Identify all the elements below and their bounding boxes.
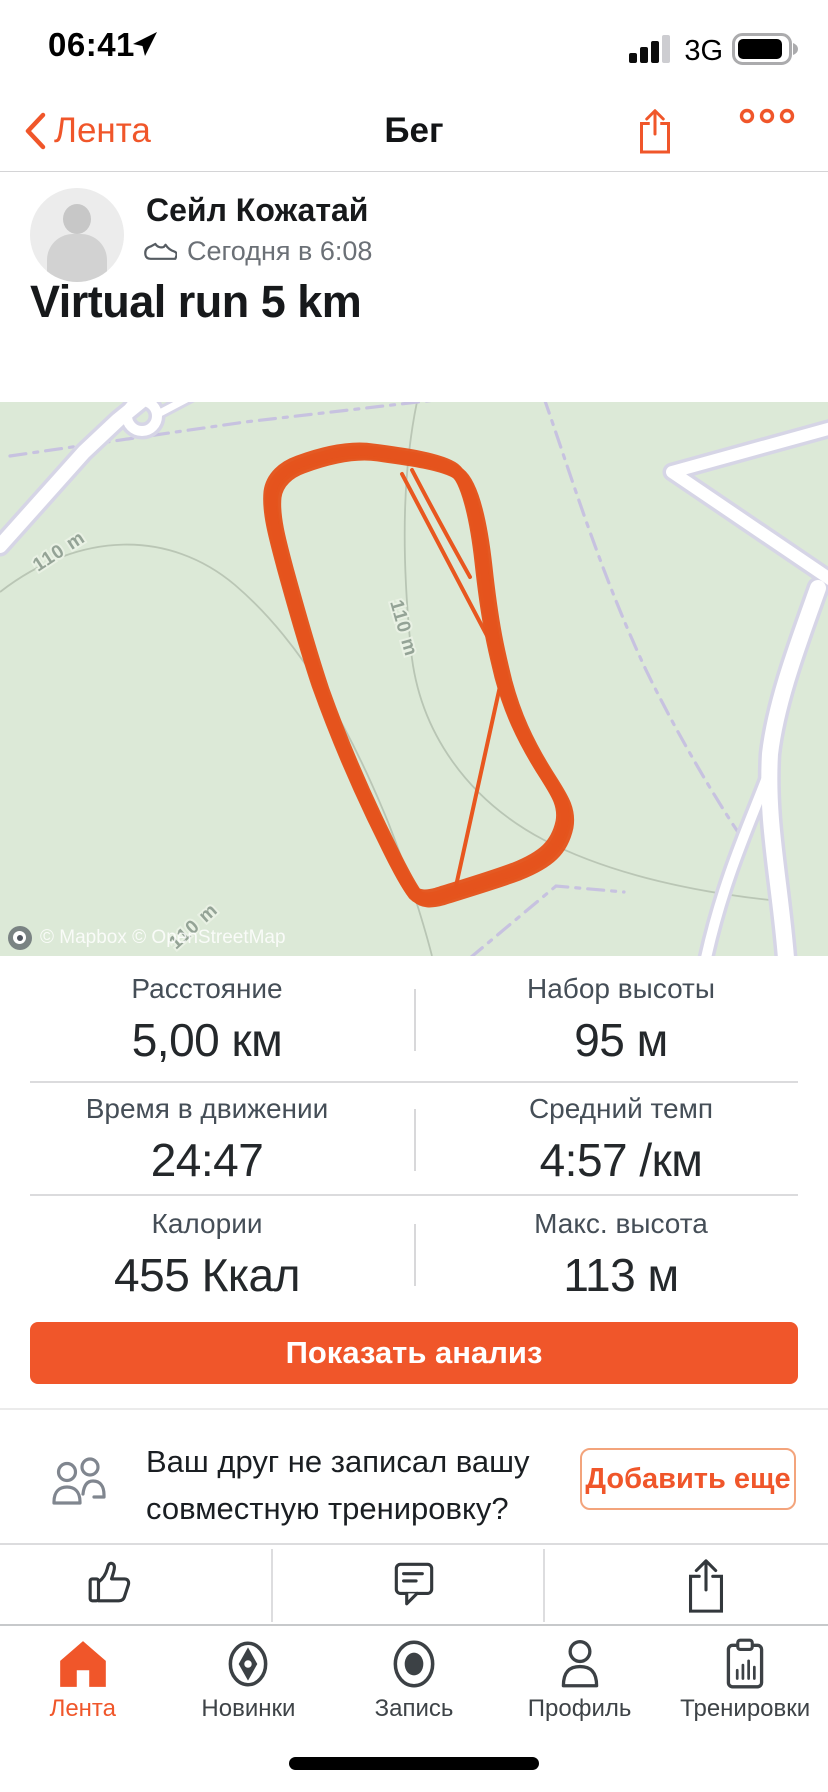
stats-row-3: Калории 455 Ккал Макс. высота 113 м (0, 1196, 828, 1314)
stats-row-2: Время в движении 24:47 Средний темп 4:57… (0, 1083, 828, 1196)
stat-elevation-gain: Набор высоты 95 м (527, 972, 715, 1066)
running-shoe-icon (144, 242, 177, 260)
mapbox-logo-icon[interactable] (8, 926, 32, 950)
battery-icon (732, 33, 798, 70)
tab-explore[interactable]: Новинки (166, 1626, 332, 1792)
comment-icon (394, 1562, 434, 1606)
add-more-button[interactable]: Добавить еще (580, 1448, 796, 1510)
nav-bar: Лента Бег (0, 90, 828, 172)
home-icon (59, 1641, 106, 1687)
tab-training[interactable]: Тренировки (662, 1626, 828, 1792)
location-arrow-icon (132, 31, 158, 62)
attribution-text[interactable]: © Mapbox © OpenStreetMap (40, 927, 286, 948)
group-people-icon (50, 1456, 110, 1517)
show-analysis-button[interactable]: Показать анализ (30, 1322, 798, 1384)
thumbs-up-icon (88, 1561, 131, 1603)
clock: 06:41 (48, 26, 135, 63)
stats-row-1: Расстояние 5,00 км Набор высоты 95 м (0, 956, 828, 1083)
chevron-left-icon (25, 112, 46, 150)
share-icon (688, 1559, 724, 1613)
roads (0, 402, 828, 956)
activity-meta: Сегодня в 6:08 (143, 236, 372, 267)
network-type: 3G (684, 35, 723, 67)
avatar[interactable] (30, 188, 124, 282)
share-icon (640, 109, 670, 154)
home-indicator[interactable] (289, 1757, 539, 1770)
stat-calories: Калории 455 Ккал (114, 1208, 300, 1301)
tab-feed[interactable]: Лента (0, 1626, 166, 1792)
action-separator (543, 1549, 545, 1622)
section-divider (0, 1408, 828, 1410)
map-canvas: 110 m 110 m 110 m (0, 402, 828, 956)
activity-title: Virtual run 5 km (30, 276, 362, 327)
signal-strength-icon (629, 35, 675, 68)
comment-button[interactable] (389, 1557, 439, 1614)
athlete-row: Сейл Кожатай Сегодня в 6:08 (0, 172, 828, 282)
kudos-button[interactable] (86, 1557, 136, 1612)
stat-distance: Расстояние 5,00 км (131, 972, 283, 1066)
stat-max-elevation: Макс. высота 113 м (534, 1208, 708, 1301)
compass-icon (228, 1641, 268, 1687)
ellipsis-icon (739, 108, 795, 124)
status-bar-right: 3G (629, 33, 798, 70)
gps-track (270, 449, 568, 901)
training-clipboard-icon (726, 1638, 764, 1689)
record-icon (393, 1640, 435, 1688)
row-divider (30, 1194, 798, 1196)
page-title: Бег (384, 111, 444, 150)
back-button[interactable]: Лента (24, 90, 151, 172)
stat-moving-time: Время в движении 24:47 (85, 1092, 329, 1186)
friend-prompt-text: Ваш друг не записал вашу совместную трен… (146, 1444, 530, 1526)
avatar-silhouette (63, 204, 91, 234)
route-map[interactable]: 110 m 110 m 110 m © Mapbox © OpenStreetM… (0, 402, 828, 956)
tab-record[interactable]: Запись (331, 1626, 497, 1792)
activity-timestamp: Сегодня в 6:08 (187, 236, 373, 266)
column-divider (414, 1224, 416, 1286)
share-activity-button[interactable] (682, 1557, 730, 1620)
share-button[interactable] (637, 106, 673, 161)
action-separator (271, 1549, 273, 1622)
more-options-button[interactable] (738, 106, 796, 131)
profile-icon (561, 1640, 598, 1688)
stats-grid: Расстояние 5,00 км Набор высоты 95 м Вре… (0, 956, 828, 1314)
column-divider (414, 1108, 416, 1171)
row-divider (30, 1081, 798, 1083)
action-bar (0, 1543, 828, 1624)
column-divider (414, 988, 416, 1051)
friend-prompt: Ваш друг не записал вашу совместную трен… (0, 1408, 828, 1543)
back-label: Лента (54, 111, 151, 150)
stat-avg-pace: Средний темп 4:57 /км (528, 1092, 714, 1186)
status-bar: 06:41 3G (0, 0, 828, 90)
athlete-name[interactable]: Сейл Кожатай (146, 192, 369, 228)
tab-profile[interactable]: Профиль (497, 1626, 663, 1792)
map-attribution: © Mapbox © OpenStreetMap (8, 926, 286, 950)
